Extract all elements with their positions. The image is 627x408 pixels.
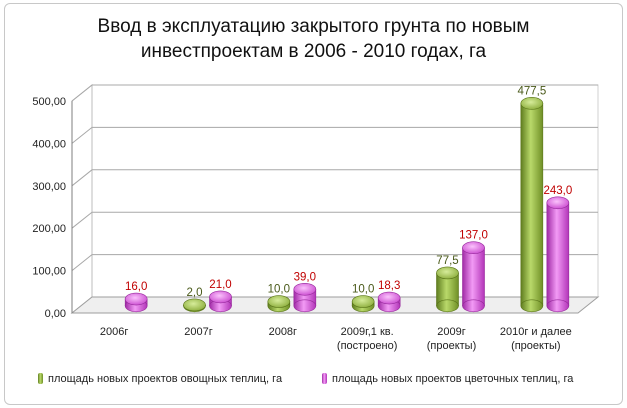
data-label-flower: 18,3 <box>378 280 400 292</box>
legend-swatch <box>38 373 43 384</box>
bar-body <box>520 103 544 307</box>
gridline <box>71 84 598 102</box>
data-label-vegetable: 2,0 <box>187 287 203 299</box>
x-tick-label: 2008г <box>269 326 297 338</box>
bar-flower <box>124 292 148 313</box>
bar-flower <box>293 282 317 313</box>
data-label-vegetable: 77,5 <box>436 255 458 267</box>
gridline <box>71 254 598 271</box>
bar-base <box>436 299 459 313</box>
bar-cap <box>267 295 291 308</box>
bar-cap <box>293 282 317 296</box>
bar-cap <box>124 292 148 306</box>
gridline <box>71 126 598 144</box>
bar-vegetable <box>183 298 206 313</box>
y-tick-label: 100,00 <box>32 266 66 278</box>
bar-flower <box>462 241 485 313</box>
bar-cap <box>377 291 401 305</box>
bar-flower <box>377 291 401 313</box>
bar-vegetable <box>520 97 544 313</box>
bar-cap <box>183 298 206 312</box>
bar-vegetable <box>351 295 375 313</box>
data-label-vegetable: 10,0 <box>352 284 374 296</box>
chart-title: Ввод в эксплуатацию закрытого грунта по … <box>97 16 530 62</box>
legend-swatch <box>322 373 327 384</box>
x-axis: 2006г 2007г 2008г 2009г,1 кв. (построено) 200… <box>100 326 572 352</box>
bar-cap <box>351 295 375 308</box>
legend-item-flower: площадь новых проектов цветочных теплиц,… <box>322 373 574 385</box>
legend-item-vegetable: площадь новых проектов овощных теплиц, г… <box>38 373 283 385</box>
bar-base <box>462 299 485 313</box>
x-tick-label: 2006г <box>100 326 128 338</box>
data-label-vegetable: 477,5 <box>517 85 546 97</box>
y-axis: 0,00 100,00 200,00 300,00 400,00 500,00 <box>32 96 73 320</box>
bar-cap <box>436 266 459 280</box>
plot-walls <box>70 83 600 315</box>
bar-cap <box>520 97 544 110</box>
bar-base <box>520 299 544 313</box>
data-label-vegetable: 10,0 <box>268 284 290 296</box>
plot-area: 16,0 2,0 21,0 10,0 39,0 10,0 18,3 77,5 137,0 477,… <box>124 85 572 313</box>
bar-cap <box>546 196 570 210</box>
bar-cap <box>462 241 485 255</box>
side-wall <box>71 83 93 315</box>
data-label-flower: 243,0 <box>543 185 572 197</box>
y-tick-label: 300,00 <box>32 181 66 193</box>
gridline <box>71 169 598 187</box>
bar-flower <box>546 196 570 313</box>
bar-body <box>462 247 485 307</box>
y-tick-label: 400,00 <box>32 138 66 150</box>
x-tick-label: 2009г,1 кв. (построено) <box>337 326 397 352</box>
bar-body <box>546 202 570 307</box>
y-tick-label: 200,00 <box>32 223 66 235</box>
gridline <box>71 211 598 229</box>
legend-label: площадь новых проектов цветочных теплиц,… <box>332 373 574 385</box>
x-tick-label: 2009г (проекты) <box>427 326 477 352</box>
data-label-flower: 16,0 <box>125 281 147 293</box>
x-tick-label: 2007г <box>184 326 212 338</box>
floor <box>70 296 600 314</box>
data-label-flower: 39,0 <box>294 271 316 283</box>
legend: площадь новых проектов овощных теплиц, г… <box>38 373 574 385</box>
y-tick-label: 0,00 <box>45 308 66 320</box>
data-label-flower: 137,0 <box>459 230 488 242</box>
legend-label: площадь новых проектов овощных теплиц, г… <box>48 373 283 385</box>
y-tick-label: 500,00 <box>32 96 66 108</box>
data-label-flower: 21,0 <box>209 279 231 291</box>
bar-flower <box>209 290 232 313</box>
bar-vegetable <box>436 266 459 313</box>
x-tick-label: 2010г и далее (проекты) <box>500 326 572 352</box>
bar-base <box>293 299 317 313</box>
bar-vegetable <box>267 295 291 313</box>
bar-cap <box>209 290 232 304</box>
bar-base <box>546 299 570 313</box>
